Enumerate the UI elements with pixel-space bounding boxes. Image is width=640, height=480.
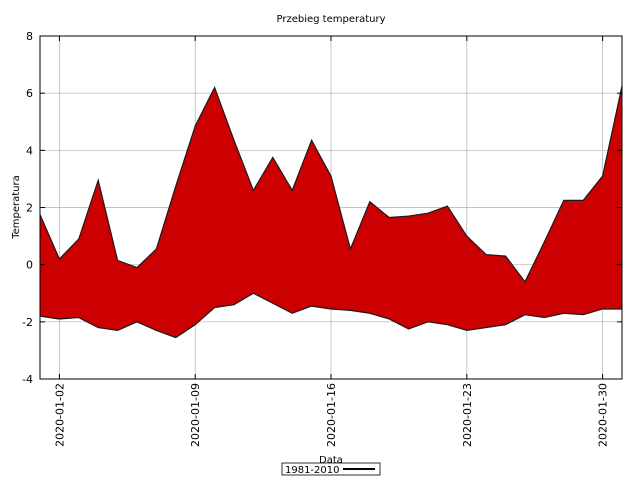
upper-line [39, 85, 623, 283]
legend: 1981-2010 [281, 462, 381, 476]
y-tick-label: 8 [26, 30, 33, 43]
legend-label: 1981-2010 [285, 465, 340, 476]
y-axis-ticks: -4 -2 0 2 4 6 8 [22, 30, 622, 386]
x-tick-label: 2020-01-02 [53, 383, 66, 447]
temperature-band [40, 86, 622, 338]
chart-title: Przebieg temperatury [276, 14, 385, 25]
legend-box [281, 462, 381, 476]
y-tick-label: 2 [26, 202, 33, 215]
x-tick-label: 2020-01-16 [325, 383, 338, 447]
y-axis-label: Temperatura [11, 175, 22, 240]
y-tick-label: 6 [26, 87, 33, 100]
x-axis-ticks: 2020-01-02 2020-01-09 2020-01-16 2020-01-23… [53, 36, 610, 447]
x-tick-label: 2020-01-30 [597, 383, 610, 447]
y-tick-label: 4 [26, 144, 33, 157]
y-tick-label: -4 [22, 373, 33, 386]
lower-line [39, 292, 622, 339]
data-area [39, 85, 623, 339]
x-tick-label: 2020-01-09 [189, 383, 202, 447]
x-tick-label: 2020-01-23 [461, 383, 474, 447]
x-axis-label: Data [319, 455, 343, 466]
y-tick-label: -2 [22, 316, 33, 329]
y-tick-label: 0 [26, 259, 33, 272]
